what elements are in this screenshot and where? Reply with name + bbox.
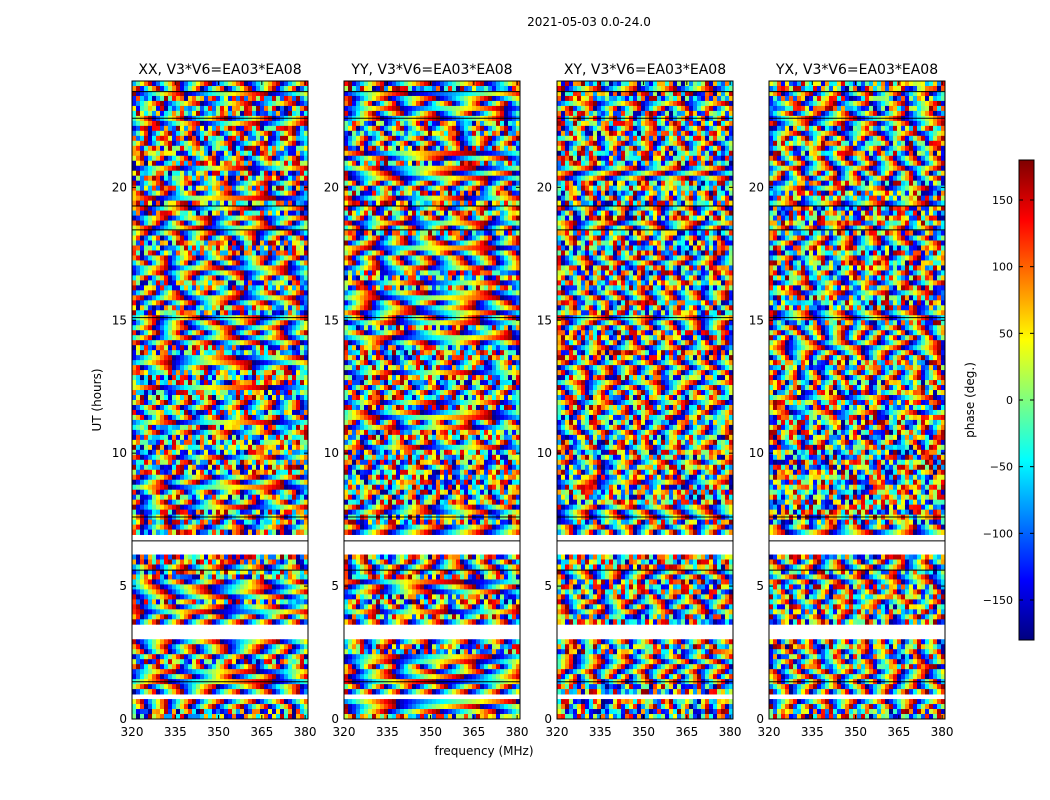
x-tick-label: 365 [887,725,910,739]
x-tick-label: 335 [589,725,612,739]
phase-panel-xx: XX, V3*V6=EA03*EA08 320 335 350 365 380 0 5 10 15… [112,62,317,739]
x-tick-label: 365 [250,725,273,739]
panel-title: XX, V3*V6=EA03*EA08 [138,62,301,78]
colorbar: −150 −100 −50 0 50 100 150 phase (deg.) [963,159,1035,641]
x-tick-label: 350 [419,725,442,739]
x-tick-label: 320 [333,725,356,739]
phase-panel-yx: YX, V3*V6=EA03*EA08 320 335 350 365 380 0 5 10 15… [749,62,954,739]
x-tick-label: 380 [719,725,742,739]
y-tick-label: 15 [324,313,339,327]
colorbar-tick-label: 150 [992,194,1013,207]
y-tick-label: 10 [324,446,339,460]
x-tick-label: 335 [801,725,824,739]
y-tick-label: 10 [112,446,127,460]
axes-frame [131,80,309,720]
y-tick-label: 0 [331,712,339,726]
y-tick-label: 15 [112,313,127,327]
x-tick-label: 365 [462,725,485,739]
y-tick-label: 5 [119,579,127,593]
colorbar-tick-label: −100 [983,527,1013,540]
y-tick-label: 10 [749,446,764,460]
colorbar-tick-label: 0 [1006,394,1013,407]
colorbar-tick-label: 100 [992,261,1013,274]
phase-heatmap [557,81,733,719]
x-tick-label: 380 [294,725,317,739]
colorbar-tick-label: 50 [999,327,1013,340]
axes-frame [343,80,521,720]
y-tick-label: 0 [119,712,127,726]
y-tick-label: 15 [749,313,764,327]
y-tick-label: 0 [544,712,552,726]
phase-panel-yy: YY, V3*V6=EA03*EA08 320 335 350 365 380 0 5 10 15… [324,62,529,739]
phase-heatmap [769,81,945,719]
y-tick-label: 20 [537,180,552,194]
y-tick-label: 20 [112,180,127,194]
y-tick-label: 5 [331,579,339,593]
phase-heatmap [344,81,520,719]
y-tick-label: 0 [756,712,764,726]
panel-title: YX, V3*V6=EA03*EA08 [775,62,938,78]
y-tick-label: 5 [756,579,764,593]
colorbar-tick-label: −150 [983,594,1013,607]
x-tick-label: 380 [506,725,529,739]
y-tick-label: 5 [544,579,552,593]
y-tick-label: 20 [324,180,339,194]
x-tick-label: 335 [376,725,399,739]
y-tick-label: 15 [537,313,552,327]
x-axis-label: frequency (MHz) [434,744,533,758]
colorbar-tick-label: −50 [990,461,1013,474]
x-tick-label: 320 [758,725,781,739]
x-tick-label: 320 [546,725,569,739]
axes-frame [556,80,734,720]
phase-panel-xy: XY, V3*V6=EA03*EA08 320 335 350 365 380 0 5 10 15… [537,62,742,739]
x-tick-label: 350 [844,725,867,739]
colorbar-ticks: −150 −100 −50 0 50 100 150 [983,194,1034,607]
figure-suptitle: 2021-05-03 0.0-24.0 [527,15,651,29]
panel-title: XY, V3*V6=EA03*EA08 [564,62,726,78]
panel-title: YY, V3*V6=EA03*EA08 [350,62,512,78]
y-tick-label: 20 [749,180,764,194]
x-tick-label: 350 [632,725,655,739]
colorbar-label: phase (deg.) [963,362,977,438]
x-tick-label: 320 [121,725,144,739]
axes-frame [768,80,946,720]
y-axis-label: UT (hours) [90,368,104,431]
phase-heatmap [132,81,308,719]
x-tick-label: 335 [164,725,187,739]
x-tick-label: 365 [675,725,698,739]
x-tick-label: 380 [931,725,954,739]
y-tick-label: 10 [537,446,552,460]
x-tick-label: 350 [207,725,230,739]
panels: XX, V3*V6=EA03*EA08 320 335 350 365 380 0 5 10 15… [112,62,954,739]
